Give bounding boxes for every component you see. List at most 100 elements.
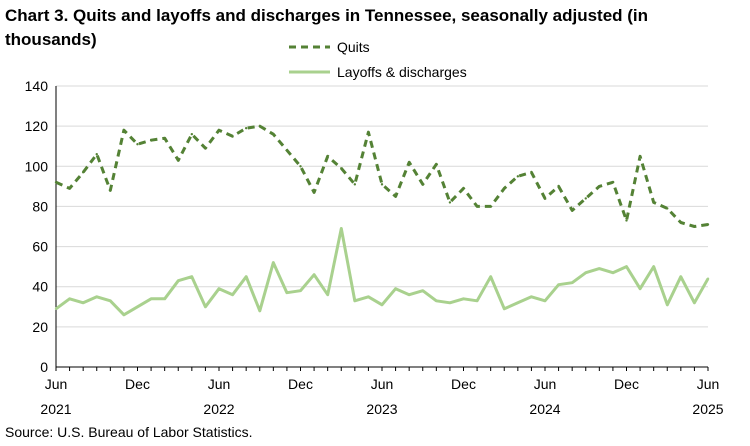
data-point <box>516 301 520 304</box>
y-tick-label: 40 <box>32 279 48 295</box>
x-tick-label: Jun <box>697 376 720 392</box>
data-point <box>625 265 628 268</box>
axes <box>55 86 708 368</box>
data-point <box>380 303 384 306</box>
data-point <box>611 271 615 274</box>
data-point <box>448 301 452 304</box>
data-point <box>122 313 126 317</box>
y-tick-label: 20 <box>32 319 48 335</box>
data-point <box>109 299 112 302</box>
data-point <box>638 155 642 158</box>
data-point <box>706 223 710 226</box>
data-point <box>204 147 207 150</box>
data-point <box>136 305 139 308</box>
data-point <box>81 301 85 304</box>
data-point <box>489 275 492 278</box>
data-point <box>258 309 261 312</box>
y-tick-label: 100 <box>25 158 49 174</box>
data-point <box>326 155 329 158</box>
chart-title: Chart 3. Quits and layoffs and discharge… <box>5 6 649 49</box>
data-point <box>543 197 547 200</box>
data-point <box>312 191 316 194</box>
data-point <box>177 159 180 162</box>
y-tick-label: 0 <box>40 359 48 375</box>
x-tick-label: Dec <box>288 376 313 392</box>
source-note: Source: U.S. Bureau of Labor Statistics. <box>5 424 253 440</box>
data-point <box>557 283 560 286</box>
data-point <box>149 297 153 300</box>
data-point <box>163 136 166 140</box>
data-point <box>679 275 683 278</box>
data-point <box>611 181 615 184</box>
data-point <box>272 261 275 264</box>
legend-label: Quits <box>337 39 370 55</box>
data-point <box>217 128 221 132</box>
data-point <box>503 307 506 310</box>
data-point <box>394 287 397 290</box>
data-point <box>543 299 547 302</box>
data-point <box>109 189 112 192</box>
data-point <box>68 187 71 190</box>
data-point <box>706 277 710 280</box>
data-point <box>421 289 424 292</box>
data-point <box>68 297 71 300</box>
x-tick-year-label: 2022 <box>203 401 234 417</box>
data-point <box>231 134 234 138</box>
data-point <box>421 183 424 186</box>
y-tick-label: 80 <box>32 198 48 214</box>
data-point <box>258 124 261 128</box>
data-point <box>475 205 479 208</box>
data-point <box>312 273 316 276</box>
data-point <box>326 293 329 296</box>
data-point <box>353 299 357 302</box>
gridlines <box>56 85 708 328</box>
data-point <box>570 209 574 212</box>
data-point <box>136 143 139 146</box>
x-tick-label: Jun <box>534 376 557 392</box>
data-point <box>503 187 506 190</box>
data-point <box>407 293 411 296</box>
data-point <box>367 130 370 134</box>
data-point <box>462 297 465 300</box>
data-point <box>652 201 655 204</box>
x-tick-year-label: 2021 <box>40 401 71 417</box>
x-tick-year-label: 2024 <box>529 401 560 417</box>
data-point <box>367 295 370 298</box>
data-point <box>666 303 669 306</box>
y-tick-label: 120 <box>25 118 49 134</box>
data-point <box>217 287 221 290</box>
data-point <box>475 299 479 302</box>
data-point <box>598 267 601 270</box>
data-point <box>530 295 533 298</box>
data-point <box>462 187 465 190</box>
data-point <box>54 181 58 184</box>
data-point <box>299 165 302 168</box>
data-point <box>340 167 343 170</box>
data-point <box>285 149 289 152</box>
data-point <box>435 299 438 302</box>
data-point <box>530 171 533 174</box>
data-point <box>380 183 384 186</box>
data-point <box>340 227 343 230</box>
data-point <box>666 207 669 210</box>
legend: Quits Layoffs & discharges <box>289 39 467 80</box>
data-point <box>285 291 289 294</box>
data-point <box>489 205 492 208</box>
data-point <box>570 281 574 284</box>
data-point <box>584 271 587 274</box>
data-point <box>693 301 696 304</box>
data-point <box>163 297 166 300</box>
legend-label: Layoffs & discharges <box>337 64 467 80</box>
data-point <box>122 128 126 132</box>
series-line-layoffs-discharges <box>55 227 710 317</box>
x-tick-year-label: 2025 <box>692 401 723 417</box>
x-tick-label: Jun <box>371 376 394 392</box>
series-line-quits <box>55 124 709 228</box>
data-point <box>557 185 560 188</box>
series-lines <box>54 124 710 317</box>
data-point <box>407 161 411 164</box>
data-point <box>177 279 180 282</box>
y-tick-label: 60 <box>32 239 48 255</box>
data-point <box>435 163 438 166</box>
x-tick-label: Jun <box>45 376 68 392</box>
